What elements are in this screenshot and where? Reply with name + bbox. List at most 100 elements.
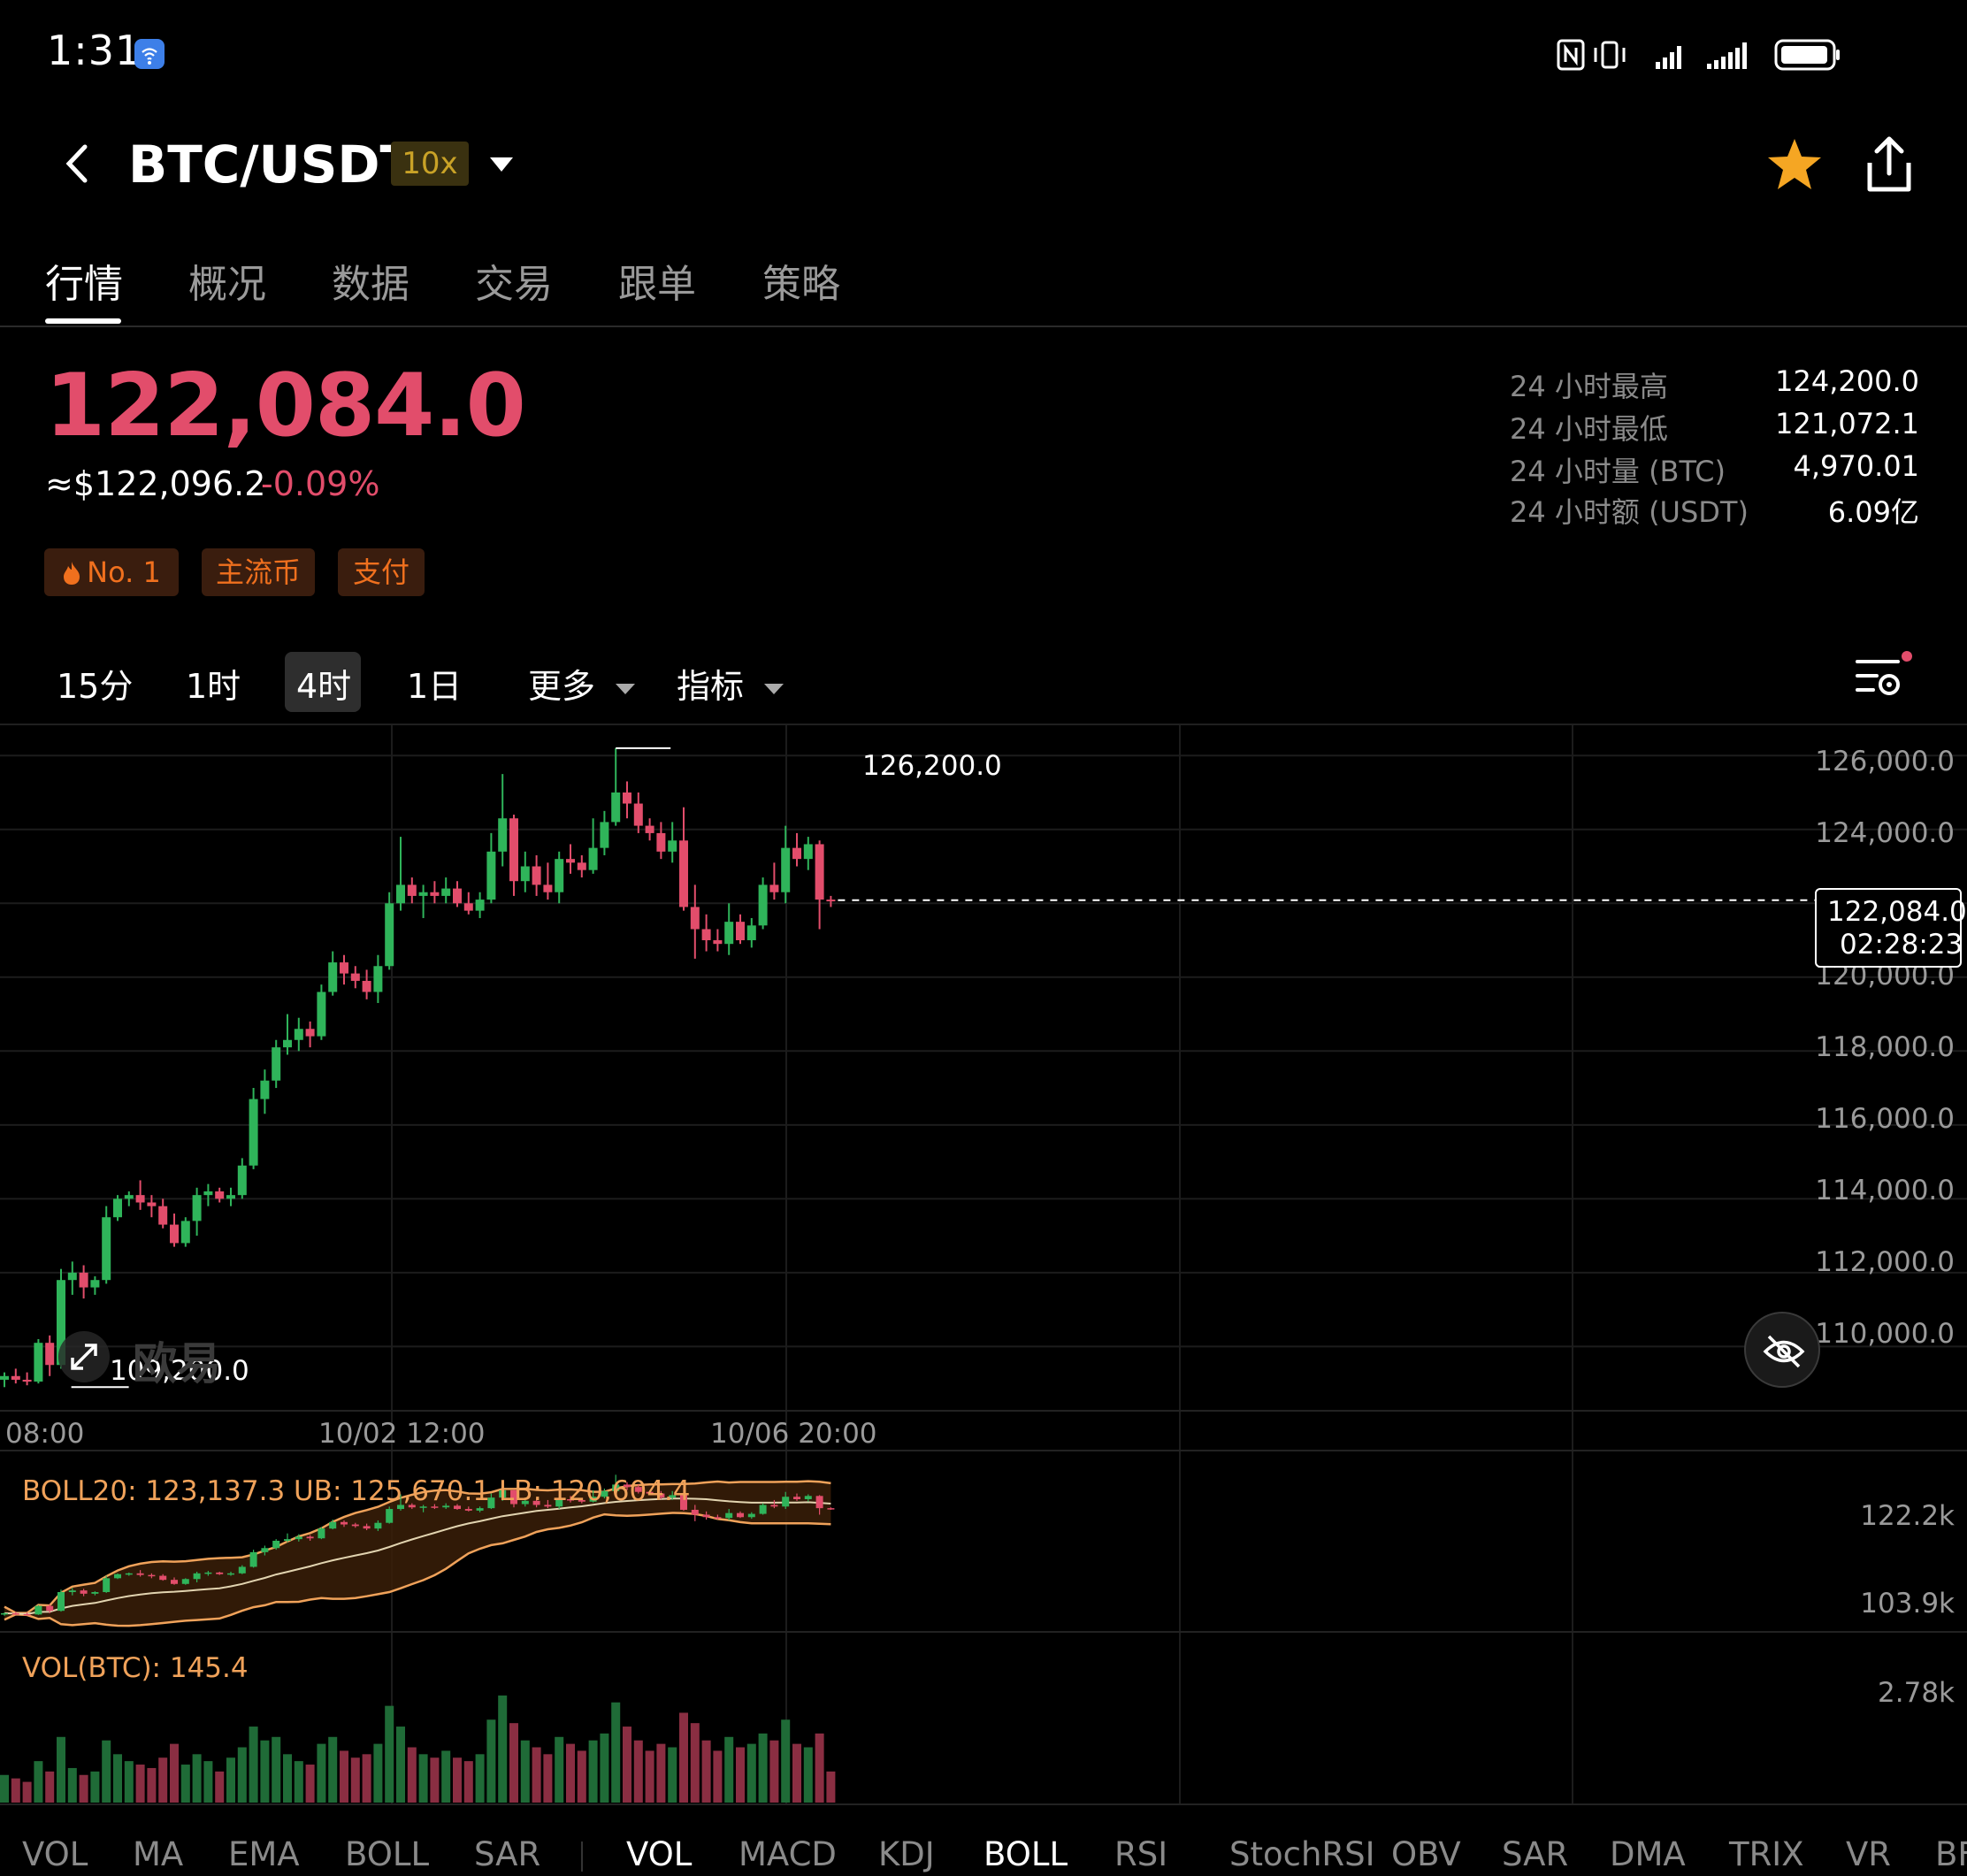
candle xyxy=(555,859,564,892)
favorite-button[interactable] xyxy=(1765,136,1824,193)
sub-indicator-obv[interactable]: OBV xyxy=(1391,1835,1461,1873)
volume-bar xyxy=(736,1747,745,1803)
rank-tag[interactable]: No. 1 xyxy=(44,548,179,596)
volume-bar xyxy=(373,1743,383,1803)
boll-candle xyxy=(793,1497,800,1499)
main-indicator-ma[interactable]: MA xyxy=(133,1835,184,1873)
volume-bar xyxy=(124,1761,134,1803)
expand-icon xyxy=(71,1344,97,1370)
candle xyxy=(668,840,677,852)
sub-indicator-dma[interactable]: DMA xyxy=(1610,1835,1686,1873)
current-price-label: 122,084.0 xyxy=(1827,896,1967,928)
boll-candle xyxy=(284,1539,291,1541)
candle xyxy=(611,792,621,823)
interval-15m[interactable]: 15分 xyxy=(57,667,134,706)
signal-icon-1 xyxy=(1656,46,1681,69)
main-indicator-sar[interactable]: SAR xyxy=(474,1835,541,1873)
sub-indicator-sar[interactable]: SAR xyxy=(1502,1835,1569,1873)
candle-countdown: 02:28:23 xyxy=(1840,929,1963,961)
chart-settings-button[interactable] xyxy=(1854,649,1912,702)
candle xyxy=(679,840,688,907)
sub-indicator-vr[interactable]: VR xyxy=(1846,1835,1892,1873)
tab-trade[interactable]: 交易 xyxy=(475,262,553,307)
change-percent: -0.09% xyxy=(261,464,380,503)
candle xyxy=(34,1343,43,1382)
tab-market[interactable]: 行情 xyxy=(45,262,123,307)
candle xyxy=(90,1280,100,1288)
hide-indicators-button[interactable] xyxy=(1744,1312,1820,1388)
sub-indicator-bf[interactable]: BF xyxy=(1935,1835,1967,1873)
boll-candle xyxy=(103,1578,111,1592)
volume-bar xyxy=(294,1761,303,1803)
boll-candle xyxy=(363,1526,371,1529)
boll-candle xyxy=(397,1505,404,1510)
candle xyxy=(656,832,666,852)
main-indicator-ema[interactable]: EMA xyxy=(228,1835,300,1873)
interval-more[interactable]: 更多 xyxy=(528,659,636,708)
boll-candle xyxy=(612,1484,620,1491)
payment-tag[interactable]: 支付 xyxy=(338,548,425,596)
indicator-menu[interactable]: 指标 xyxy=(677,659,785,708)
interval-4h[interactable]: 4时 xyxy=(296,667,352,706)
volume-bar xyxy=(792,1743,801,1803)
y-tick: 112,000.0 xyxy=(1815,1246,1955,1278)
main-indicator-vol[interactable]: VOL xyxy=(22,1835,88,1873)
tab-underline xyxy=(45,318,121,324)
boll-candle xyxy=(227,1573,234,1575)
boll-candle xyxy=(827,1508,835,1510)
sub-indicator-kdj[interactable]: KDJ xyxy=(878,1835,935,1873)
volume-bar xyxy=(350,1757,360,1803)
volume-bar xyxy=(555,1736,564,1803)
nfc-icon xyxy=(1557,39,1585,71)
pair-dropdown-button[interactable] xyxy=(488,156,515,173)
tab-data[interactable]: 数据 xyxy=(332,262,409,307)
boll-candle xyxy=(272,1540,280,1549)
interval-1h[interactable]: 1时 xyxy=(186,667,241,706)
candle xyxy=(158,1206,168,1225)
boll-candle xyxy=(804,1496,812,1499)
candle xyxy=(498,818,508,852)
main-indicator-boll[interactable]: BOLL xyxy=(345,1835,430,1873)
tab-overview[interactable]: 概况 xyxy=(188,262,266,307)
sub-indicator-stochrsi[interactable]: StochRSI xyxy=(1229,1835,1375,1873)
candle xyxy=(781,847,791,892)
boll-candle xyxy=(136,1573,144,1575)
boll-candle xyxy=(737,1512,744,1518)
boll-candle xyxy=(646,1491,654,1494)
candle xyxy=(328,962,338,992)
volume-bar xyxy=(102,1740,111,1803)
boll-candle xyxy=(487,1497,495,1509)
leverage-badge[interactable]: 10x xyxy=(391,142,469,186)
back-button[interactable] xyxy=(60,142,96,186)
tab-strategy[interactable]: 策略 xyxy=(762,262,840,307)
tab-copy-trade[interactable]: 跟单 xyxy=(618,262,696,307)
sub-indicator-vol[interactable]: VOL xyxy=(626,1835,693,1873)
category-tag[interactable]: 主流币 xyxy=(202,548,315,596)
candle xyxy=(486,851,496,900)
volume-legend: VOL(BTC): 145.4 xyxy=(22,1652,249,1684)
sub-indicator-macd[interactable]: MACD xyxy=(739,1835,837,1873)
pair-title[interactable]: BTC/USDT xyxy=(128,134,416,195)
candlestick-chart[interactable] xyxy=(0,725,1967,1813)
y-tick: 126,000.0 xyxy=(1815,746,1955,777)
volume-bar xyxy=(0,1774,9,1803)
sub-indicator-trix[interactable]: TRIX xyxy=(1729,1835,1804,1873)
volume-bar xyxy=(135,1765,145,1803)
interval-1d[interactable]: 1日 xyxy=(407,667,463,706)
candle xyxy=(272,1047,281,1081)
candle xyxy=(57,1280,65,1366)
sub-indicator-rsi[interactable]: RSI xyxy=(1114,1835,1168,1873)
boll-candle xyxy=(341,1521,348,1525)
fullscreen-button[interactable] xyxy=(58,1331,110,1382)
divider xyxy=(0,724,1967,725)
boll-legend: BOLL20: 123,137.3 UB: 125,670.1 LB: 120,… xyxy=(22,1475,691,1507)
share-button[interactable] xyxy=(1864,134,1914,195)
sub-indicator-boll[interactable]: BOLL xyxy=(984,1835,1068,1873)
candle xyxy=(769,884,779,892)
interval-selected-bg xyxy=(285,652,361,712)
boll-candle xyxy=(216,1572,224,1574)
boll-candle xyxy=(34,1605,42,1615)
volume-bar xyxy=(260,1740,270,1803)
candle xyxy=(147,1202,157,1206)
volume-bar xyxy=(724,1736,734,1803)
